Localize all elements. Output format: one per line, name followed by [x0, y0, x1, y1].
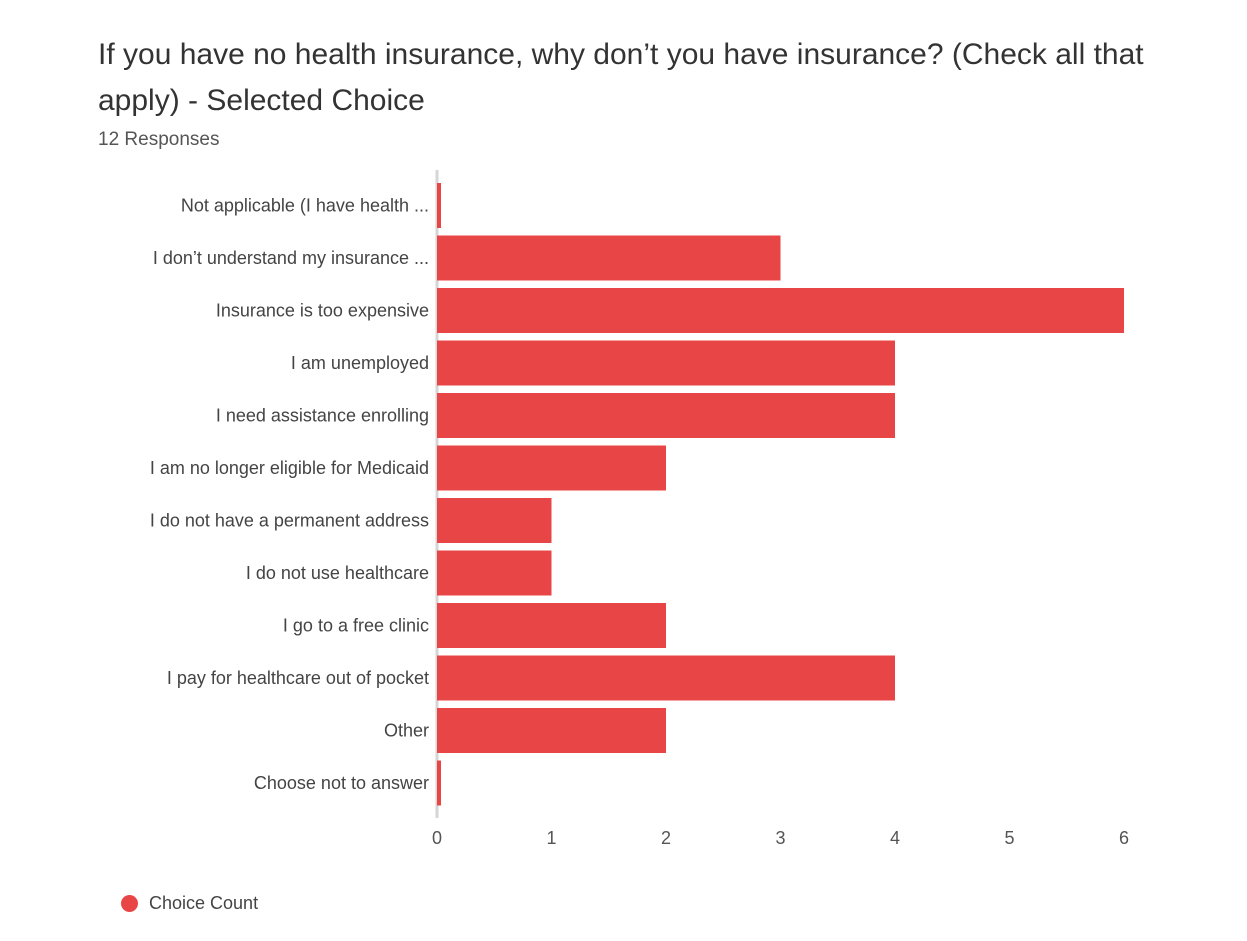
category-label: I don’t understand my insurance ... [153, 248, 429, 268]
category-label: I go to a free clinic [283, 616, 429, 636]
x-tick-label: 3 [775, 828, 785, 848]
category-label: I am unemployed [291, 353, 429, 373]
category-label: I do not use healthcare [246, 563, 429, 583]
category-label: Not applicable (I have health ... [181, 196, 429, 216]
bar[interactable] [437, 288, 1124, 333]
bar[interactable] [437, 235, 781, 281]
category-label: I am no longer eligible for Medicaid [150, 458, 429, 478]
legend[interactable]: Choice Count [121, 893, 258, 914]
legend-dot-icon [121, 895, 138, 912]
x-tick-label: 4 [890, 828, 900, 848]
x-tick-label: 0 [432, 828, 442, 848]
bar[interactable] [437, 760, 441, 806]
category-label: Insurance is too expensive [216, 301, 429, 321]
x-tick-label: 1 [546, 828, 556, 848]
bar[interactable] [437, 445, 666, 491]
bar[interactable] [437, 655, 895, 701]
bar[interactable] [437, 498, 552, 543]
legend-label: Choice Count [149, 893, 259, 913]
bar[interactable] [437, 393, 895, 438]
bar[interactable] [437, 183, 441, 228]
x-tick-label: 2 [661, 828, 671, 848]
category-label: I do not have a permanent address [150, 511, 429, 531]
bar[interactable] [437, 340, 895, 386]
x-tick-label: 6 [1119, 828, 1129, 848]
category-label: I need assistance enrolling [216, 406, 429, 426]
bar[interactable] [437, 603, 666, 648]
x-tick-label: 5 [1004, 828, 1014, 848]
chart-title: If you have no health insurance, why don… [98, 38, 1144, 117]
category-label: Choose not to answer [254, 773, 429, 793]
category-label: Other [384, 721, 429, 741]
bar[interactable] [437, 550, 552, 596]
response-count: 12 Responses [98, 129, 220, 150]
category-label: I pay for healthcare out of pocket [167, 668, 429, 688]
bar[interactable] [437, 708, 666, 753]
